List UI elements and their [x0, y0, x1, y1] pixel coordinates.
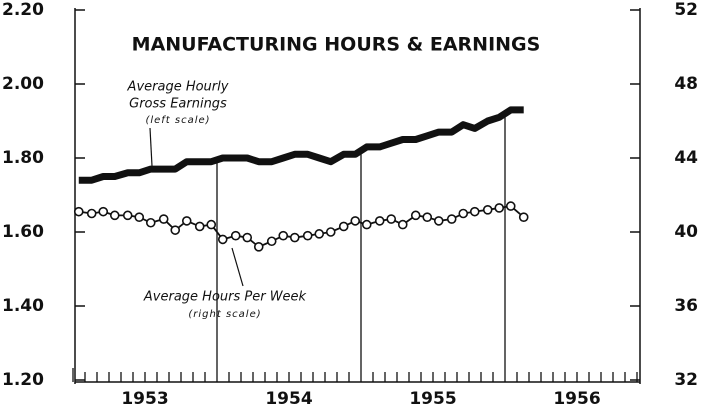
x-tick-label: 1956: [553, 389, 600, 409]
data-point: [458, 208, 469, 219]
annotation: (right scale): [188, 309, 261, 320]
data-point: [170, 225, 181, 235]
data-point: [374, 216, 385, 226]
y-tick-label: 2.20: [2, 0, 44, 20]
data-point: [289, 232, 300, 243]
y-tick-label: 2.00: [2, 74, 44, 94]
annotation: Average Hours Per Week: [143, 290, 307, 305]
data-point: [181, 216, 192, 226]
data-point: [350, 216, 361, 226]
data-point: [338, 221, 349, 232]
y2-tick-label: 44: [674, 148, 698, 168]
y-tick-label: 1.20: [2, 370, 44, 390]
x-tick-label: 1954: [265, 389, 312, 409]
data-point: [122, 210, 133, 221]
annotation: (left scale): [145, 115, 210, 126]
data-point: [145, 217, 156, 228]
data-point: [494, 203, 505, 213]
data-point: [253, 242, 264, 252]
data-point: [422, 212, 433, 222]
data-point: [98, 206, 109, 217]
data-point: [134, 212, 145, 222]
series-line: [78, 106, 524, 184]
data-point: [302, 230, 313, 241]
data-point: [217, 234, 228, 245]
data-point: [397, 219, 408, 230]
leader-line: [231, 247, 244, 287]
y2-tick-label: 48: [674, 74, 698, 94]
y2-tick-label: 52: [674, 0, 698, 20]
y2-tick-label: 40: [674, 222, 698, 242]
y-tick-label: 1.80: [2, 148, 44, 168]
data-point: [482, 205, 493, 215]
data-point: [242, 232, 253, 243]
leader-line: [149, 127, 153, 167]
data-point: [446, 214, 457, 224]
data-point: [73, 206, 84, 217]
series-line: [78, 205, 525, 248]
y2-tick-label: 36: [674, 296, 698, 316]
data-point: [278, 230, 289, 241]
data-point: [361, 219, 372, 230]
y2-tick-label: 32: [674, 370, 698, 390]
data-point: [314, 229, 325, 239]
data-point: [386, 214, 397, 224]
data-point: [194, 221, 205, 232]
annotation: Average Hourly: [127, 80, 229, 95]
y-tick-label: 1.60: [2, 222, 44, 242]
annotation: Gross Earnings: [129, 97, 227, 112]
chart-title: MANUFACTURING HOURS & EARNINGS: [132, 34, 541, 56]
data-point: [109, 210, 120, 221]
data-point: [505, 201, 516, 211]
x-tick-label: 1953: [121, 389, 168, 409]
data-point: [410, 210, 421, 221]
data-point: [158, 214, 169, 224]
y-tick-label: 1.40: [2, 296, 44, 316]
data-point: [206, 219, 217, 230]
data-point: [518, 212, 529, 222]
data-point: [86, 208, 97, 219]
data-point: [325, 227, 336, 237]
x-tick-label: 1955: [409, 389, 456, 409]
data-point: [230, 230, 241, 241]
data-point: [433, 216, 444, 226]
data-point: [266, 236, 277, 247]
data-point: [469, 206, 480, 217]
